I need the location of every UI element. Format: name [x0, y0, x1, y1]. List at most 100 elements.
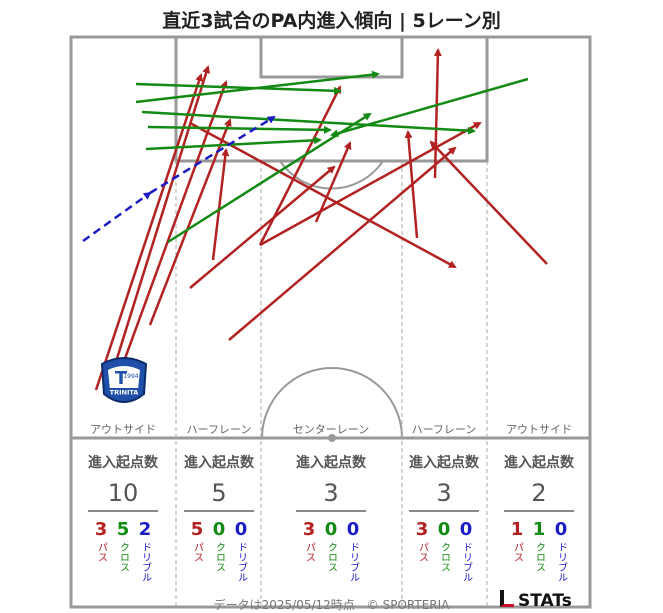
stat-total: 5: [211, 479, 227, 507]
cross-arrow-20: [330, 77, 529, 138]
stat-total: 3: [436, 479, 452, 507]
stat-label: 進入起点数: [409, 455, 479, 471]
stat-pass-count: 3: [94, 519, 108, 540]
stat-total: 10: [107, 479, 139, 507]
stat-cross: 0 クロス: [436, 520, 452, 582]
stat-cross: 5 クロス: [115, 520, 131, 582]
stat-cross-label: クロス: [213, 542, 225, 572]
brand-name: STATs: [518, 591, 572, 611]
stat-pass: 5 パス: [189, 520, 205, 582]
pass-arrow-10: [404, 130, 419, 239]
stat-pass: 3 パス: [93, 520, 109, 582]
crest-monogram: T: [115, 368, 128, 389]
stat-total: 2: [531, 479, 547, 507]
brand-logo: STATs: [500, 590, 572, 611]
cross-arrow-16: [141, 110, 476, 135]
stat-cross-label: クロス: [533, 542, 545, 572]
team-crest-icon: T 1994 TRINITA: [100, 357, 148, 403]
dribble-arrow-21: [82, 191, 152, 243]
pass-arrow-0: [112, 65, 211, 369]
stat-pass-label: パス: [416, 542, 428, 562]
brand-mark-icon: [500, 590, 514, 607]
lane-label-outside-right: アウトサイド: [506, 423, 572, 436]
stat-cross-count: 5: [116, 519, 130, 540]
stat-label: 進入起点数: [184, 455, 254, 471]
lane-label-halfspace-right: ハーフレーン: [411, 423, 477, 436]
stat-pass-count: 1: [510, 519, 524, 540]
lane-stats-outside-right: 進入起点数 2 1 パス 1 クロス 0 ドリブル: [489, 452, 589, 582]
chart-title: 直近3試合のPA内進入傾向 | 5レーン別: [162, 10, 501, 32]
pass-arrow-3: [148, 118, 232, 326]
stat-dribble-count: 2: [138, 519, 152, 540]
pass-arrow-12: [429, 140, 548, 265]
stat-breakdown: 3 パス 5 クロス 2 ドリブル: [73, 519, 173, 583]
pass-arrow-8: [228, 146, 457, 341]
cross-arrow-14: [135, 82, 342, 95]
stat-breakdown: 5 パス 0 クロス 0 ドリブル: [169, 519, 269, 583]
stat-cross: 1 クロス: [531, 520, 547, 582]
dribble-arrow-22: [149, 115, 276, 195]
cross-arrow-17: [147, 125, 332, 134]
stat-dribble: 2 ドリブル: [137, 519, 153, 583]
pass-arrow-4: [211, 148, 230, 261]
stat-pass: 3 パス: [301, 520, 317, 582]
lane-label-center: センターレーン: [292, 423, 370, 436]
lane-dividers: [175, 161, 488, 607]
cross-arrow-15: [135, 70, 380, 104]
stat-breakdown: 3 パス 0 クロス 0 ドリブル: [281, 520, 381, 583]
stat-divider: [88, 510, 158, 512]
stat-pass-label: パス: [303, 542, 315, 562]
lane-stats-halfspace-right: 進入起点数 3 3 パス 0 クロス 0 ドリブル: [394, 452, 494, 582]
stat-divider: [184, 510, 254, 512]
stat-dribble-label: ドリブル: [235, 542, 247, 582]
stat-dribble: 0 ドリブル: [233, 519, 249, 583]
lane-stats-center: 進入起点数 3 3 パス 0 クロス 0 ドリブル: [281, 452, 381, 582]
center-spot: [328, 434, 336, 442]
lane-label-halfspace-left: ハーフレーン: [186, 423, 252, 436]
stat-cross-count: 0: [212, 519, 226, 540]
stat-cross-count: 0: [324, 519, 338, 540]
stat-label: 進入起点数: [296, 455, 366, 471]
lane-label-outside-left: アウトサイド: [90, 423, 156, 436]
stat-cross-count: 0: [437, 519, 451, 540]
pass-arrow-9: [433, 48, 442, 179]
stat-dribble-count: 0: [234, 519, 248, 540]
center-circle: [261, 367, 403, 439]
stat-dribble-label: ドリブル: [555, 542, 567, 582]
pass-arrow-11: [189, 121, 457, 269]
stat-cross-count: 1: [532, 519, 546, 540]
stat-pass-count: 5: [190, 519, 204, 540]
stat-breakdown: 3 パス 0 クロス 0 ドリブル: [394, 519, 494, 583]
stat-dribble-count: 0: [554, 519, 568, 540]
crest-year: 1994: [123, 373, 138, 380]
lane-stats-halfspace-left: 進入起点数 5 5 パス 0 クロス 0 ドリブル: [169, 452, 269, 582]
stat-pass-label: パス: [191, 542, 203, 562]
stat-cross: 0 クロス: [323, 520, 339, 582]
arrow-layer: [82, 48, 548, 391]
stat-pass: 1 パス: [509, 520, 525, 582]
stat-pass-label: パス: [511, 542, 523, 562]
pass-arrow-6: [258, 85, 342, 246]
stat-divider: [296, 510, 366, 512]
stat-cross: 0 クロス: [211, 520, 227, 582]
stat-divider: [504, 510, 574, 512]
stat-divider: [409, 510, 479, 512]
pass-arrow-7: [314, 141, 352, 223]
stat-total: 3: [323, 479, 339, 507]
stat-pass-count: 3: [415, 519, 429, 540]
stat-label: 進入起点数: [504, 455, 574, 471]
stat-dribble-label: ドリブル: [347, 542, 359, 582]
stat-pass-label: パス: [95, 542, 107, 562]
stat-breakdown: 1 パス 1 クロス 0 ドリブル: [489, 519, 589, 583]
stat-dribble-label: ドリブル: [460, 542, 472, 582]
stat-dribble: 0 ドリブル: [345, 520, 361, 583]
stat-dribble: 0 ドリブル: [553, 519, 569, 583]
stat-dribble: 0 ドリブル: [458, 519, 474, 583]
stat-cross-label: クロス: [325, 542, 337, 572]
pass-arrow-13: [259, 121, 482, 247]
penalty-area: [174, 35, 489, 163]
stat-dribble-count: 0: [459, 519, 473, 540]
stat-cross-label: クロス: [117, 542, 129, 572]
stat-pass: 3 パス: [414, 520, 430, 582]
